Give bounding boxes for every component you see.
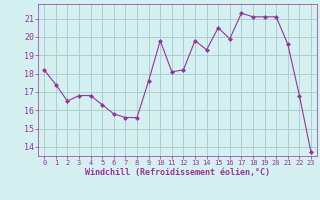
X-axis label: Windchill (Refroidissement éolien,°C): Windchill (Refroidissement éolien,°C) [85,168,270,177]
